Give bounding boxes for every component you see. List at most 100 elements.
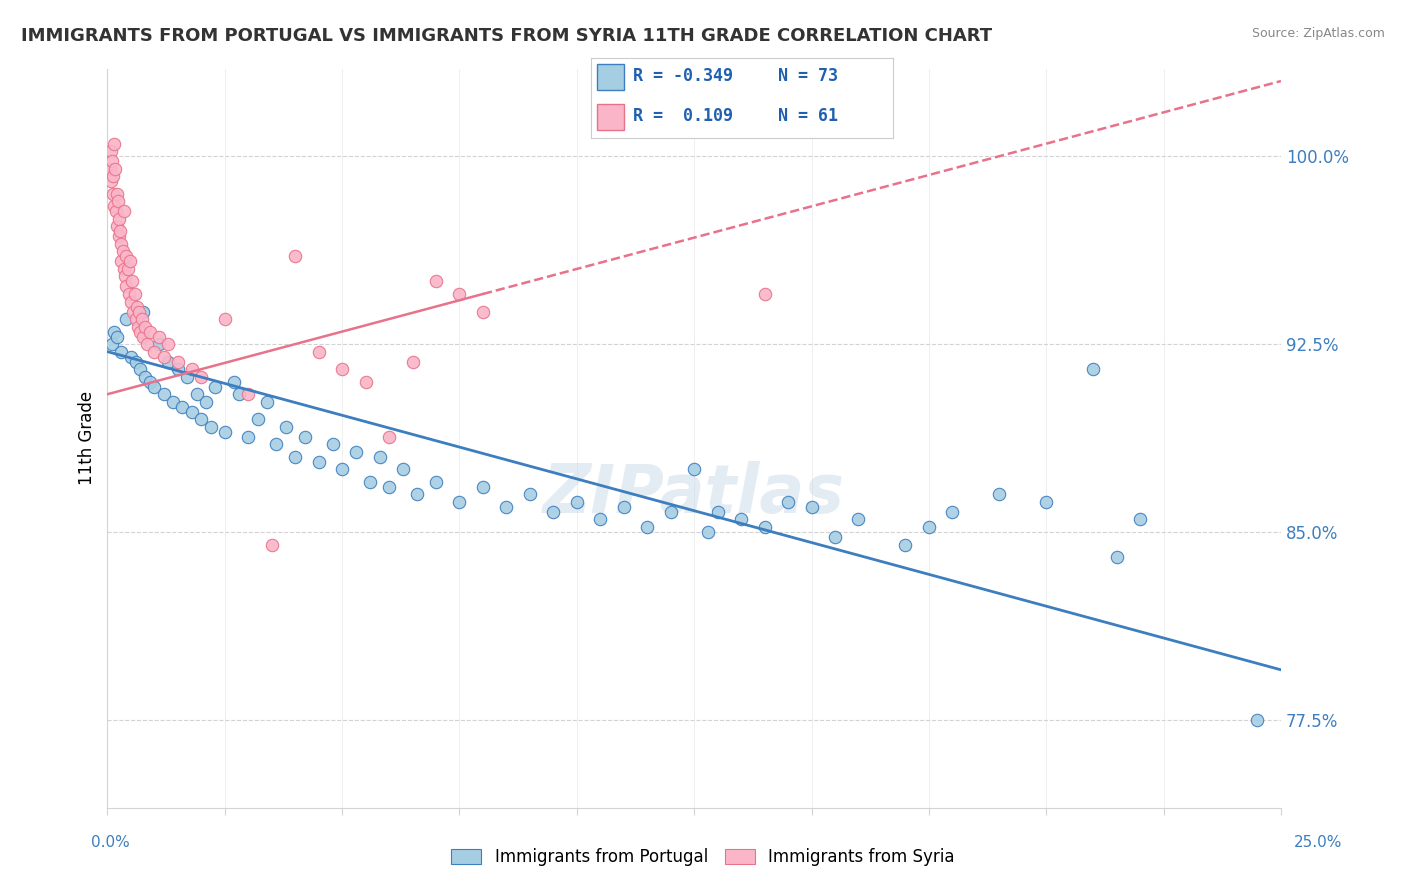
- Point: [148, 329, 170, 343]
- Point: [101, 337, 124, 351]
- Point: [683, 462, 706, 476]
- Point: [543, 505, 565, 519]
- Point: [176, 369, 198, 384]
- Y-axis label: 11th Grade: 11th Grade: [79, 391, 96, 485]
- Point: [406, 487, 429, 501]
- Point: [101, 186, 124, 201]
- Point: [124, 354, 146, 368]
- Point: [776, 495, 799, 509]
- Point: [190, 369, 212, 384]
- Point: [322, 437, 344, 451]
- Point: [148, 337, 170, 351]
- Point: [112, 262, 135, 277]
- Point: [134, 369, 156, 384]
- Point: [613, 500, 636, 514]
- Point: [125, 300, 148, 314]
- Point: [105, 329, 128, 343]
- Point: [120, 350, 142, 364]
- Text: N = 73: N = 73: [778, 67, 838, 85]
- Point: [330, 362, 353, 376]
- Point: [108, 229, 131, 244]
- Point: [308, 455, 330, 469]
- Text: 0.0%: 0.0%: [91, 836, 131, 850]
- Point: [392, 462, 415, 476]
- Point: [754, 520, 776, 534]
- Point: [134, 319, 156, 334]
- Point: [152, 387, 174, 401]
- Point: [98, 161, 121, 176]
- Point: [104, 204, 127, 219]
- Point: [266, 437, 288, 451]
- Point: [111, 244, 134, 259]
- Point: [180, 405, 202, 419]
- Point: [117, 287, 139, 301]
- Point: [495, 500, 517, 514]
- Text: 25.0%: 25.0%: [1295, 836, 1343, 850]
- Point: [706, 505, 728, 519]
- Point: [308, 344, 330, 359]
- Point: [378, 480, 401, 494]
- Point: [114, 269, 136, 284]
- Point: [425, 475, 447, 489]
- Text: IMMIGRANTS FROM PORTUGAL VS IMMIGRANTS FROM SYRIA 11TH GRADE CORRELATION CHART: IMMIGRANTS FROM PORTUGAL VS IMMIGRANTS F…: [21, 27, 993, 45]
- Point: [143, 380, 166, 394]
- Point: [425, 275, 447, 289]
- Point: [115, 312, 138, 326]
- Point: [1246, 713, 1268, 727]
- Point: [471, 480, 494, 494]
- Text: R = -0.349: R = -0.349: [633, 67, 733, 85]
- Point: [449, 287, 471, 301]
- Point: [918, 520, 941, 534]
- Point: [228, 387, 250, 401]
- Point: [127, 319, 149, 334]
- Point: [238, 387, 260, 401]
- Point: [103, 199, 125, 213]
- Point: [354, 375, 377, 389]
- Point: [378, 430, 401, 444]
- Point: [224, 375, 246, 389]
- Point: [180, 362, 202, 376]
- Point: [103, 169, 125, 184]
- Point: [121, 275, 143, 289]
- Point: [359, 475, 381, 489]
- Point: [124, 312, 146, 326]
- Point: [204, 380, 226, 394]
- Point: [138, 375, 160, 389]
- Point: [152, 350, 174, 364]
- Point: [659, 505, 682, 519]
- Point: [107, 194, 129, 209]
- Point: [118, 254, 141, 268]
- Point: [131, 312, 153, 326]
- Point: [100, 174, 122, 188]
- Point: [157, 337, 180, 351]
- Point: [941, 505, 963, 519]
- Text: R =  0.109: R = 0.109: [633, 107, 733, 125]
- Text: Source: ZipAtlas.com: Source: ZipAtlas.com: [1251, 27, 1385, 40]
- Point: [100, 145, 122, 159]
- Point: [143, 344, 166, 359]
- Point: [136, 337, 159, 351]
- Point: [124, 287, 146, 301]
- Point: [166, 362, 188, 376]
- Point: [246, 412, 269, 426]
- Point: [274, 419, 297, 434]
- Point: [401, 354, 423, 368]
- Point: [471, 304, 494, 318]
- Point: [172, 400, 194, 414]
- Point: [117, 262, 139, 277]
- Point: [988, 487, 1011, 501]
- Point: [730, 512, 752, 526]
- Point: [589, 512, 612, 526]
- Point: [104, 161, 127, 176]
- Point: [101, 154, 124, 169]
- Point: [190, 412, 212, 426]
- Point: [1105, 550, 1128, 565]
- Point: [519, 487, 541, 501]
- Point: [754, 287, 776, 301]
- Point: [894, 537, 917, 551]
- Legend: Immigrants from Portugal, Immigrants from Syria: Immigrants from Portugal, Immigrants fro…: [444, 842, 962, 873]
- Point: [284, 249, 307, 263]
- Point: [368, 450, 391, 464]
- Point: [344, 445, 367, 459]
- Point: [110, 236, 132, 251]
